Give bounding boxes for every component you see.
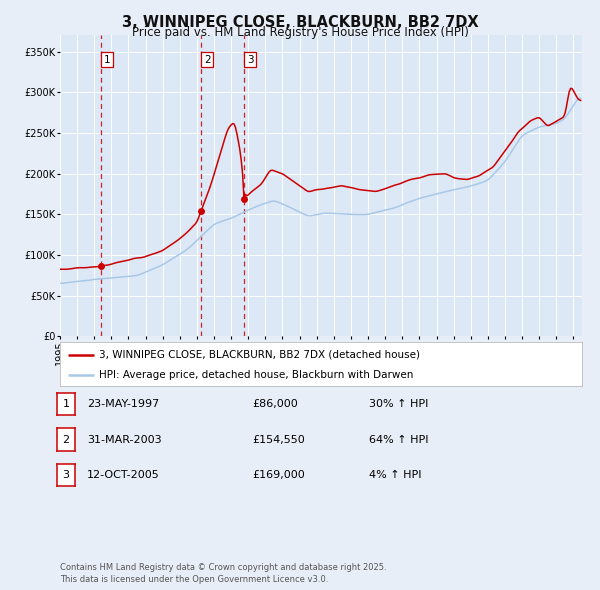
Text: 4% ↑ HPI: 4% ↑ HPI	[369, 470, 421, 480]
Text: HPI: Average price, detached house, Blackburn with Darwen: HPI: Average price, detached house, Blac…	[99, 371, 413, 381]
Text: 12-OCT-2005: 12-OCT-2005	[87, 470, 160, 480]
Text: Price paid vs. HM Land Registry's House Price Index (HPI): Price paid vs. HM Land Registry's House …	[131, 26, 469, 39]
Text: 3, WINNIPEG CLOSE, BLACKBURN, BB2 7DX (detached house): 3, WINNIPEG CLOSE, BLACKBURN, BB2 7DX (d…	[99, 350, 420, 359]
Text: 1: 1	[62, 399, 70, 409]
Text: £169,000: £169,000	[252, 470, 305, 480]
Text: Contains HM Land Registry data © Crown copyright and database right 2025.: Contains HM Land Registry data © Crown c…	[60, 563, 386, 572]
Text: 30% ↑ HPI: 30% ↑ HPI	[369, 399, 428, 409]
Text: 64% ↑ HPI: 64% ↑ HPI	[369, 435, 428, 444]
Text: 3, WINNIPEG CLOSE, BLACKBURN, BB2 7DX: 3, WINNIPEG CLOSE, BLACKBURN, BB2 7DX	[122, 15, 478, 30]
Text: 23-MAY-1997: 23-MAY-1997	[87, 399, 159, 409]
Text: This data is licensed under the Open Government Licence v3.0.: This data is licensed under the Open Gov…	[60, 575, 328, 584]
Text: 1: 1	[103, 55, 110, 65]
Text: 3: 3	[247, 55, 254, 65]
Text: 2: 2	[62, 435, 70, 444]
Text: 3: 3	[62, 470, 70, 480]
Text: £86,000: £86,000	[252, 399, 298, 409]
Text: £154,550: £154,550	[252, 435, 305, 444]
Text: 31-MAR-2003: 31-MAR-2003	[87, 435, 161, 444]
Text: 2: 2	[204, 55, 211, 65]
